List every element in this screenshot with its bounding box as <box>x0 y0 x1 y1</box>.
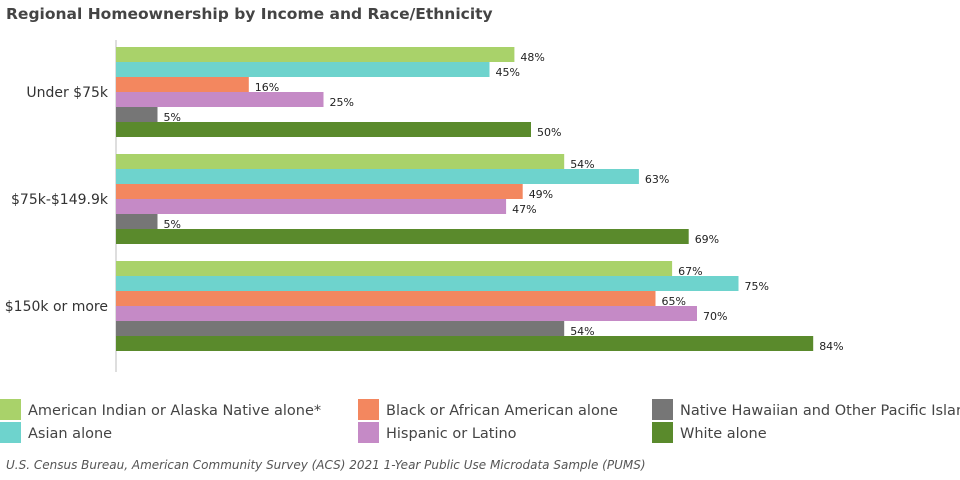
data-label: 5% <box>164 218 181 231</box>
chart-title: Regional Homeownership by Income and Rac… <box>6 5 493 23</box>
bar <box>116 169 639 184</box>
legend-label: Black or African American alone <box>386 403 618 419</box>
bar <box>116 122 531 137</box>
data-label: 75% <box>745 280 769 293</box>
bar <box>116 107 158 122</box>
legend-swatch <box>358 399 379 420</box>
category-label: $150k or more <box>5 299 108 315</box>
bar <box>116 276 739 291</box>
bar <box>116 291 656 306</box>
legend-label: Native Hawaiian and Other Pacific Island… <box>680 403 960 419</box>
data-label: 54% <box>570 158 594 171</box>
legend: American Indian or Alaska Native alone* A… <box>0 399 960 443</box>
bars-group: 48%45% 16% 25% 5% 50% 54% 63% 49% 47% 5% 69% 67% 75%… <box>116 47 844 353</box>
category-label: $75k-$149.9k <box>11 192 109 208</box>
data-label: 49% <box>529 188 553 201</box>
data-label: 47% <box>512 203 536 216</box>
legend-label: White alone <box>680 426 767 442</box>
bar <box>116 214 158 229</box>
data-label: 45% <box>496 66 520 79</box>
legend-swatch <box>358 422 379 443</box>
bar <box>116 62 490 77</box>
data-label: 16% <box>255 81 279 94</box>
legend-label: American Indian or Alaska Native alone* <box>28 403 321 419</box>
legend-label: Asian alone <box>28 426 112 442</box>
data-label: 25% <box>330 96 354 109</box>
data-label: 50% <box>537 126 561 139</box>
bar <box>116 321 565 336</box>
data-label: 5% <box>164 111 181 124</box>
data-label: 48% <box>520 51 544 64</box>
category-label: Under $75k <box>26 85 109 101</box>
bar <box>116 154 565 169</box>
data-label: 67% <box>678 265 702 278</box>
legend-swatch <box>652 422 673 443</box>
data-label: 84% <box>819 340 843 353</box>
legend-label: Hispanic or Latino <box>386 426 517 442</box>
bar <box>116 306 697 321</box>
bar <box>116 77 249 92</box>
data-label: 63% <box>645 173 669 186</box>
bar <box>116 229 689 244</box>
bar <box>116 261 673 276</box>
bar <box>116 92 324 107</box>
legend-swatch <box>0 422 21 443</box>
bar <box>116 47 515 62</box>
bar <box>116 199 507 214</box>
legend-swatch <box>0 399 21 420</box>
data-label: 54% <box>570 325 594 338</box>
bar <box>116 184 523 199</box>
category-labels: Under $75k $75k-$149.9k $150k or more <box>5 85 109 315</box>
data-label: 65% <box>662 295 686 308</box>
source-note: U.S. Census Bureau, American Community S… <box>6 458 646 472</box>
legend-swatch <box>652 399 673 420</box>
data-label: 70% <box>703 310 727 323</box>
bar <box>116 336 814 351</box>
data-label: 69% <box>695 233 719 246</box>
